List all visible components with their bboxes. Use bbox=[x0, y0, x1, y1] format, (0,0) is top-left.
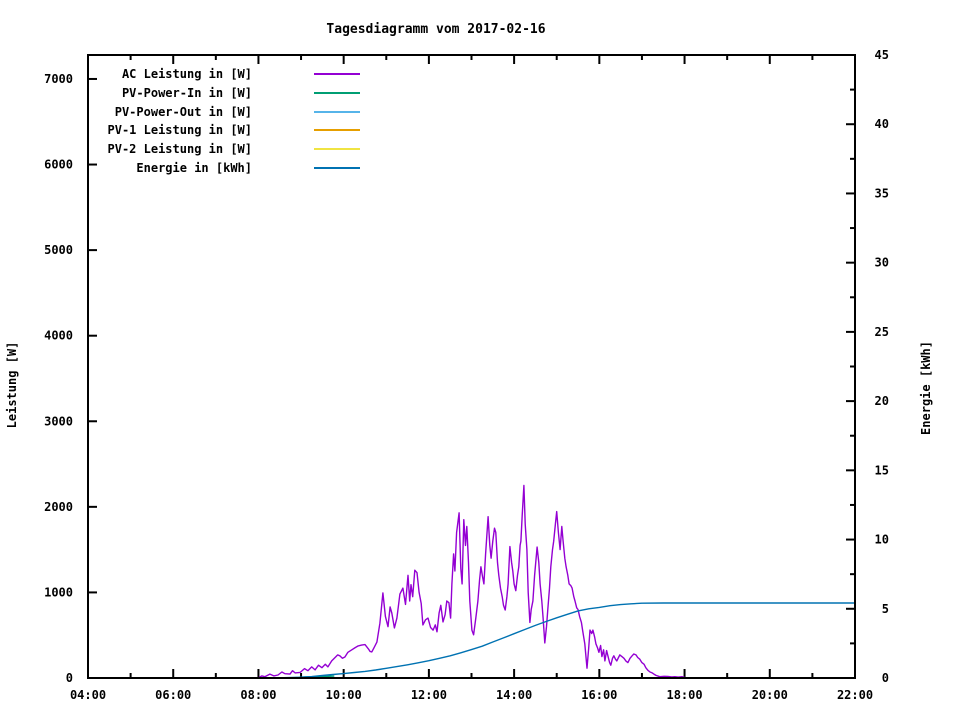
y-tick-label: 7000 bbox=[44, 72, 73, 86]
y2-tick-label: 20 bbox=[875, 394, 889, 408]
y-tick-label: 3000 bbox=[44, 414, 73, 428]
y-tick-label: 2000 bbox=[44, 500, 73, 514]
legend-item-label: PV-1 Leistung in [W] bbox=[108, 123, 253, 137]
x-tick-label: 18:00 bbox=[666, 688, 702, 702]
chart-legend: AC Leistung in [W] PV-Power-In in [W] PV-P… bbox=[108, 67, 360, 175]
legend-item-label: PV-Power-In in [W] bbox=[122, 86, 252, 100]
x-tick-label: 14:00 bbox=[496, 688, 532, 702]
y-axis-label: Leistung [W] bbox=[5, 342, 19, 429]
y2-tick-label: 15 bbox=[875, 463, 889, 477]
legend-item-label: PV-2 Leistung in [W] bbox=[108, 142, 253, 156]
y-tick-label: 0 bbox=[66, 671, 73, 685]
y2-axis-label: Energie [kWh] bbox=[919, 341, 933, 435]
chart-title: Tagesdiagramm vom 2017-02-16 bbox=[326, 22, 545, 37]
x-tick-label: 10:00 bbox=[326, 688, 362, 702]
y-tick-label: 4000 bbox=[44, 329, 73, 343]
legend-item-label: PV-Power-Out in [W] bbox=[115, 105, 252, 119]
x-tick-label: 16:00 bbox=[581, 688, 617, 702]
y2-tick-label: 30 bbox=[875, 256, 889, 270]
data-series bbox=[257, 484, 855, 679]
y2-tick-label: 35 bbox=[875, 186, 889, 200]
x-tick-label: 08:00 bbox=[240, 688, 276, 702]
y-tick-label: 5000 bbox=[44, 243, 73, 257]
y-tick-label: 1000 bbox=[44, 585, 73, 599]
plot-border bbox=[87, 54, 856, 679]
y2-tick-label: 10 bbox=[875, 533, 889, 547]
series-line-ac-leistung-in-w bbox=[257, 484, 686, 679]
y2-tick-label: 25 bbox=[875, 325, 889, 339]
y2-tick-label: 40 bbox=[875, 117, 889, 131]
x-tick-label: 12:00 bbox=[411, 688, 447, 702]
x-tick-label: 20:00 bbox=[752, 688, 788, 702]
y2-tick-label: 45 bbox=[875, 48, 889, 62]
y2-tick-label: 5 bbox=[882, 602, 889, 616]
y2-tick-label: 0 bbox=[882, 671, 889, 685]
x-tick-label: 06:00 bbox=[155, 688, 191, 702]
x-tick-label: 22:00 bbox=[837, 688, 873, 702]
series-line-energie-in-kwh bbox=[275, 602, 855, 679]
axis-tick-labels: 04:00 06:00 08:00 10:00 12:00 14:00 16:00 18:00… bbox=[44, 48, 889, 702]
legend-item-label: AC Leistung in [W] bbox=[122, 67, 252, 81]
legend-item-label: Energie in [kWh] bbox=[136, 161, 252, 175]
y-tick-label: 6000 bbox=[44, 158, 73, 172]
x-tick-label: 04:00 bbox=[70, 688, 106, 702]
